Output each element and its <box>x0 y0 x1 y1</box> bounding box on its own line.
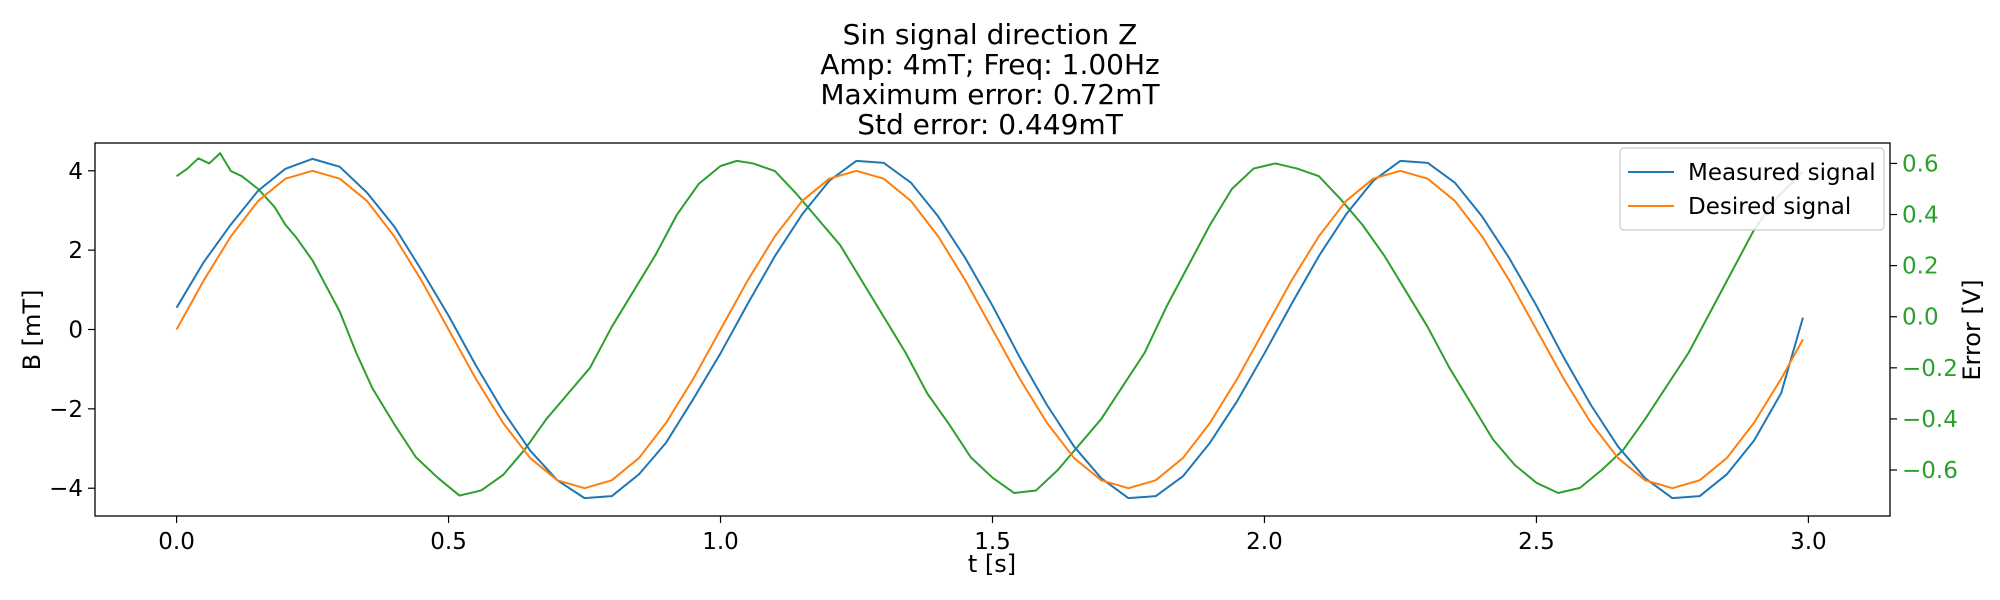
title-line-3: Maximum error: 0.72mT <box>820 78 1160 111</box>
y-tick-label: 2 <box>68 238 83 264</box>
y-tick-label: 4 <box>68 159 83 185</box>
legend: Measured signal Desired signal <box>1619 147 1885 231</box>
legend-label-desired: Desired signal <box>1688 194 1851 220</box>
x-tick-label: 2.0 <box>1246 529 1283 555</box>
y2-tick-label: 0.4 <box>1902 203 1939 229</box>
y2-tick-label: 0.2 <box>1902 254 1939 280</box>
error-line <box>176 152 1804 497</box>
title-line-2: Amp: 4mT; Freq: 1.00Hz <box>820 48 1159 81</box>
desired-signal-line <box>175 169 1804 490</box>
y-axis-label: B [mT] <box>18 290 46 371</box>
y-tick-label: −2 <box>49 397 83 423</box>
y2-tick-label: 0.0 <box>1902 305 1939 331</box>
x-tick-label: 0.0 <box>158 529 195 555</box>
x-axis-label: t [s] <box>968 550 1016 578</box>
x-tick-label: 1.0 <box>702 529 739 555</box>
measured-signal-line <box>175 157 1804 500</box>
x-tick-label: 1.5 <box>974 529 1011 555</box>
legend-label-measured: Measured signal <box>1688 160 1876 186</box>
y-tick-label: 0 <box>68 318 83 344</box>
chart-title: Sin signal direction Z Amp: 4mT; Freq: 1… <box>820 18 1160 141</box>
title-line-1: Sin signal direction Z <box>843 18 1138 51</box>
legend-box <box>1619 147 1885 231</box>
y2-axis-label: Error [V] <box>1958 279 1986 380</box>
x-tick-label: 2.5 <box>1518 529 1555 555</box>
y-tick-label: −4 <box>49 476 83 502</box>
x-tick-label: 3.0 <box>1790 529 1827 555</box>
y2-tick-label: 0.6 <box>1902 151 1939 177</box>
y2-tick-label: −0.2 <box>1902 356 1958 382</box>
title-line-4: Std error: 0.449mT <box>857 108 1123 141</box>
y2-tick-label: −0.4 <box>1902 407 1958 433</box>
y2-tick-label: −0.6 <box>1902 458 1958 484</box>
x-tick-label: 0.5 <box>430 529 467 555</box>
